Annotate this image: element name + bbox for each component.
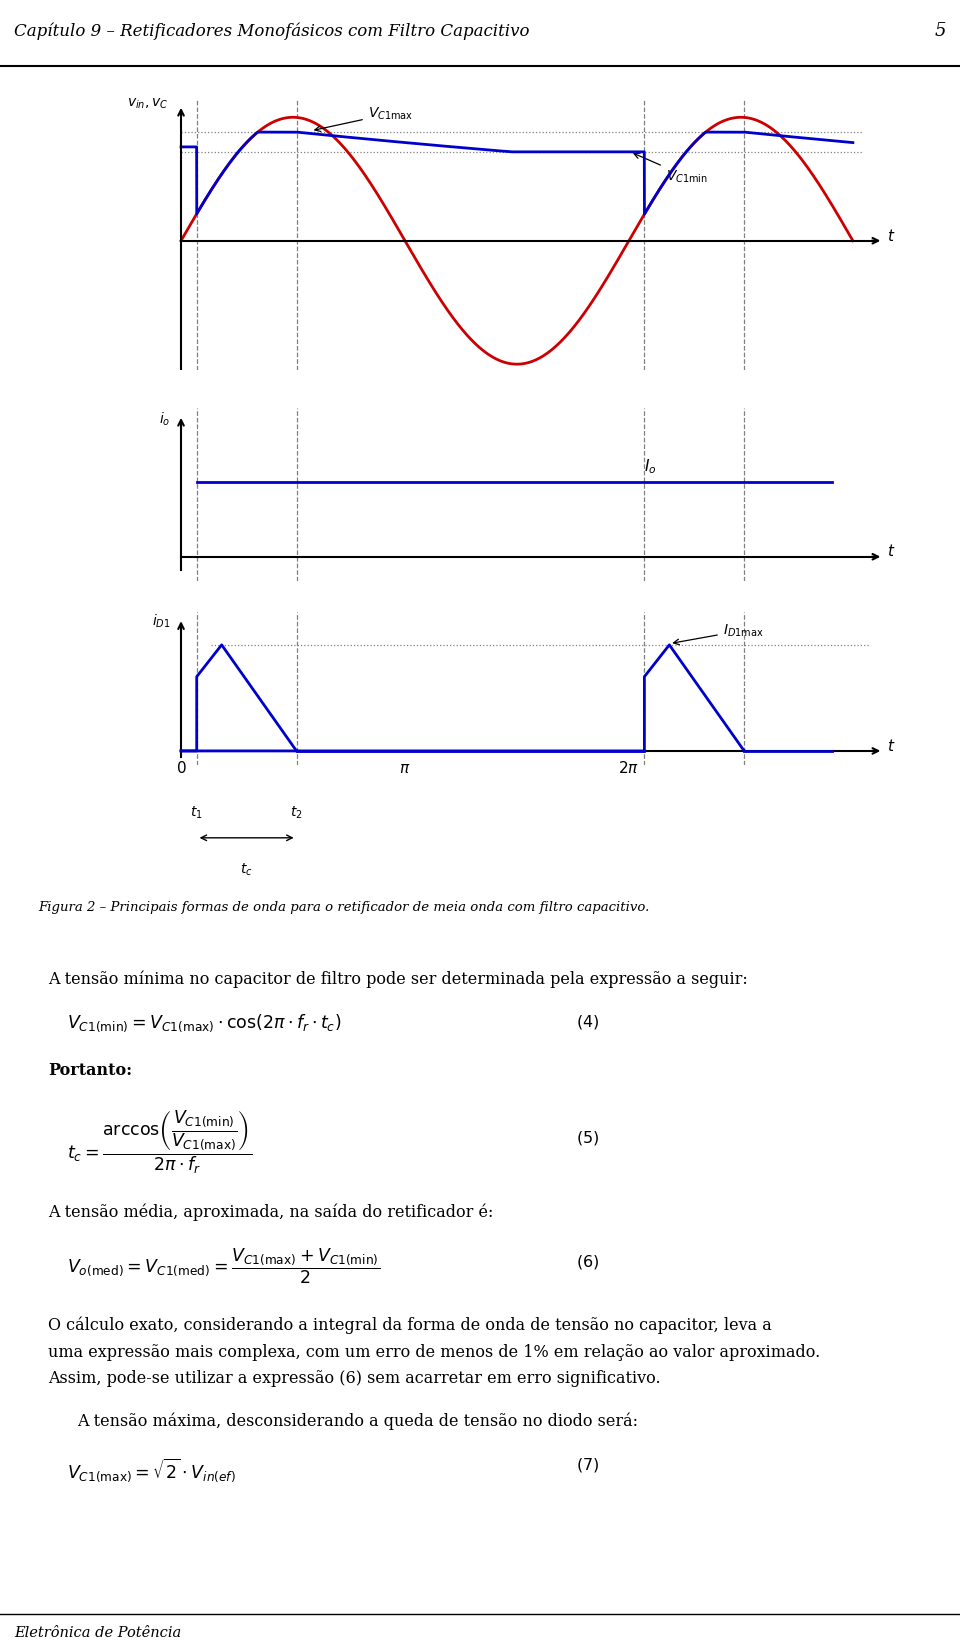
- Text: uma expressão mais complexa, com um erro de menos de 1% em relação ao valor apro: uma expressão mais complexa, com um erro…: [48, 1343, 820, 1361]
- Text: A tensão mínima no capacitor de filtro pode ser determinada pela expressão a seg: A tensão mínima no capacitor de filtro p…: [48, 969, 748, 988]
- Text: $I_{D1\mathrm{max}}$: $I_{D1\mathrm{max}}$: [674, 622, 763, 645]
- Text: $0$: $0$: [176, 760, 186, 777]
- Text: $V_{C1\mathrm{max}}$: $V_{C1\mathrm{max}}$: [315, 105, 413, 132]
- Text: $t_2$: $t_2$: [290, 805, 302, 821]
- Text: $i_o$: $i_o$: [159, 412, 170, 428]
- Text: Figura 2 – Principais formas de onda para o retificador de meia onda com filtro : Figura 2 – Principais formas de onda par…: [37, 902, 649, 914]
- Text: $V_{C1(\max)} = \sqrt{2} \cdot V_{in(ef)}$: $V_{C1(\max)} = \sqrt{2} \cdot V_{in(ef)…: [67, 1457, 236, 1485]
- Text: $t_1$: $t_1$: [190, 805, 204, 821]
- Text: $i_{D1}$: $i_{D1}$: [152, 612, 170, 630]
- Text: A tensão média, aproximada, na saída do retificador é:: A tensão média, aproximada, na saída do …: [48, 1203, 493, 1221]
- Text: $t$: $t$: [887, 737, 896, 754]
- Text: $V_{o(\mathrm{med})} = V_{C1(\mathrm{med})} = \dfrac{V_{C1(\max)} + V_{C1(\min)}: $V_{o(\mathrm{med})} = V_{C1(\mathrm{med…: [67, 1246, 380, 1286]
- Text: $(7)$: $(7)$: [576, 1457, 599, 1475]
- Text: $t_c$: $t_c$: [240, 861, 252, 877]
- Text: Portanto:: Portanto:: [48, 1062, 132, 1080]
- Text: $2\pi$: $2\pi$: [618, 760, 639, 777]
- Text: $I_o$: $I_o$: [644, 458, 657, 476]
- Text: Capítulo 9 – Retificadores Monofásicos com Filtro Capacitivo: Capítulo 9 – Retificadores Monofásicos c…: [14, 23, 530, 40]
- Text: Eletrônica de Potência: Eletrônica de Potência: [14, 1626, 181, 1641]
- Text: $\pi$: $\pi$: [399, 762, 411, 777]
- Text: $V_{C1(\min)} = V_{C1(\max)} \cdot \cos\!\left(2\pi \cdot f_r \cdot t_c\right)$: $V_{C1(\min)} = V_{C1(\max)} \cdot \cos\…: [67, 1012, 342, 1034]
- Text: $V_{C1\mathrm{min}}$: $V_{C1\mathrm{min}}$: [634, 153, 708, 184]
- Text: A tensão máxima, desconsiderando a queda de tensão no diodo será:: A tensão máxima, desconsiderando a queda…: [77, 1412, 637, 1430]
- Text: $v_{in}, v_C$: $v_{in}, v_C$: [127, 97, 168, 112]
- Text: $t$: $t$: [887, 227, 896, 244]
- Text: $t$: $t$: [887, 543, 896, 560]
- Text: Assim, pode-se utilizar a expressão (6) sem acarretar em erro significativo.: Assim, pode-se utilizar a expressão (6) …: [48, 1369, 660, 1388]
- Text: O cálculo exato, considerando a integral da forma de onda de tensão no capacitor: O cálculo exato, considerando a integral…: [48, 1317, 772, 1335]
- Text: $(6)$: $(6)$: [576, 1253, 599, 1271]
- Text: $(4)$: $(4)$: [576, 1012, 599, 1030]
- Text: $(5)$: $(5)$: [576, 1129, 599, 1147]
- Text: 5: 5: [934, 21, 946, 40]
- Text: $t_c = \dfrac{\arccos\!\left(\dfrac{V_{C1(\min)}}{V_{C1(\max)}}\right)}{2\pi \cd: $t_c = \dfrac{\arccos\!\left(\dfrac{V_{C…: [67, 1108, 252, 1175]
